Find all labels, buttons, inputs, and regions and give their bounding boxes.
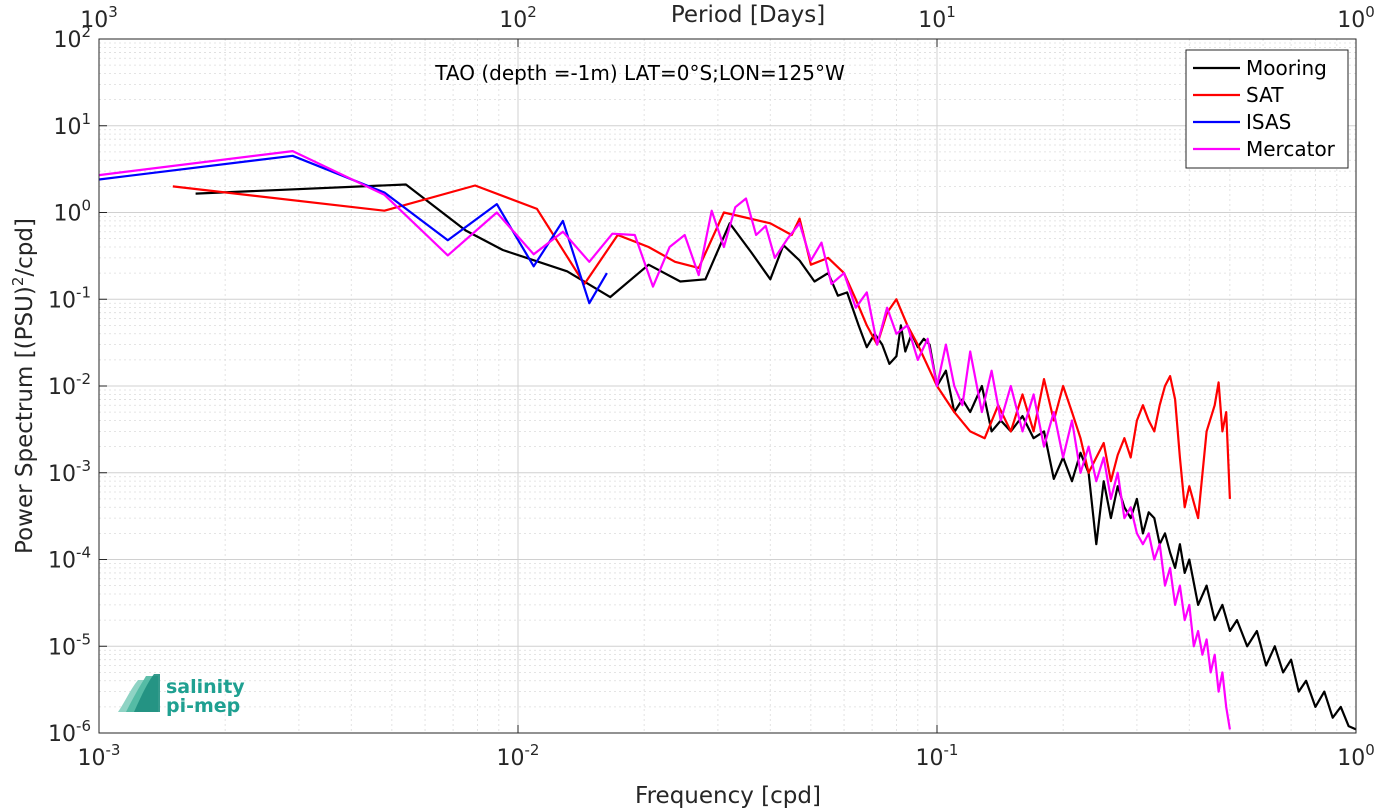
top-tick-label: 102 — [499, 3, 537, 33]
y-tick-label: 10-4 — [48, 544, 91, 574]
y-tick-label: 100 — [53, 197, 91, 227]
series-lines — [98, 150, 1357, 731]
series-line-mooring — [195, 183, 1357, 731]
x-tick-label: 10-2 — [497, 741, 540, 771]
y-tick-label: 10-3 — [48, 457, 91, 487]
x-tick-label: 100 — [1337, 741, 1375, 771]
legend: Mooring SAT ISAS Mercator — [1185, 49, 1349, 169]
salinity-pimep-logo: salinity pi-mep — [118, 674, 245, 717]
series-line-mercator — [98, 150, 1231, 730]
y-tick-label: 10-2 — [48, 370, 91, 400]
logo-line1: salinity — [166, 676, 245, 698]
top-tick-label: 100 — [1337, 3, 1375, 33]
y-axis-label: Power Spectrum [(PSU)2/cpd] — [9, 218, 38, 554]
top-tick-label: 101 — [918, 3, 956, 33]
series-line-isas — [98, 154, 608, 305]
x-tick-label: 10-3 — [78, 741, 121, 771]
logo-wave-icon-3 — [134, 674, 160, 712]
top-tick-label: 103 — [80, 3, 118, 33]
legend-label-sat: SAT — [1246, 83, 1284, 107]
x-axis-label: Frequency [cpd] — [635, 783, 821, 809]
legend-label-mercator: Mercator — [1246, 137, 1336, 161]
chart-title: TAO (depth =-1m) LAT=0°S;LON=125°W — [434, 61, 845, 85]
y-tick-label: 101 — [53, 110, 91, 140]
x-tick-label: 10-1 — [916, 741, 959, 771]
legend-label-mooring: Mooring — [1246, 56, 1327, 80]
y-tick-label: 10-5 — [48, 630, 91, 660]
logo-line2: pi-mep — [166, 695, 240, 717]
y-tick-label: 102 — [53, 23, 91, 53]
series-line-sat — [172, 184, 1231, 520]
y-tick-label: 10-6 — [48, 717, 91, 747]
legend-label-isas: ISAS — [1246, 110, 1291, 134]
top-axis-label: Period [Days] — [671, 2, 825, 28]
y-tick-label: 10-1 — [48, 283, 91, 313]
